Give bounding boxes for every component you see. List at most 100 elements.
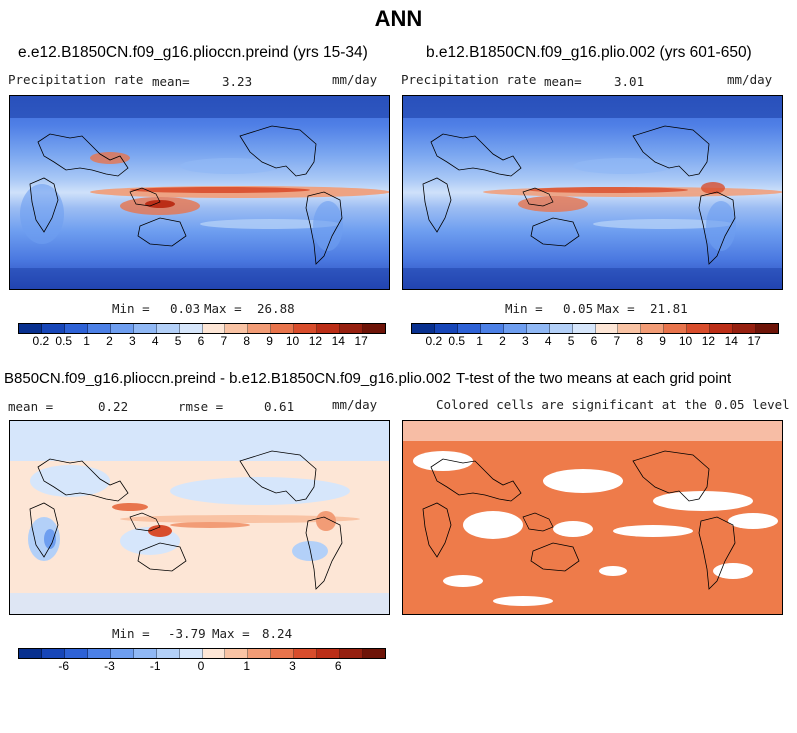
panel-top-right-min-label: Min = [505, 301, 543, 316]
diff-colorbar-swatch [363, 649, 385, 658]
diff-map-bottom-left [9, 420, 390, 615]
diff-colorbar-tick-label: 0 [197, 659, 205, 673]
precip-colorbar-tick-label: 7 [220, 334, 228, 348]
panel-bottom-left-max-value: 8.24 [262, 626, 293, 641]
precip-colorbar-swatch [179, 324, 203, 333]
panel-top-left-units: mm/day [332, 72, 378, 87]
panel-bottom-left-min-value: -3.79 [168, 626, 206, 641]
panel-bottom-left-rmse-value: 0.61 [264, 399, 295, 414]
diff-colorbar-swatch [294, 649, 318, 658]
panel-top-right-max-label: Max = [597, 301, 635, 316]
precip-colorbar-swatch [595, 324, 619, 333]
diff-colorbar-swatch [340, 649, 364, 658]
panel-top-right-mean-value: 3.01 [614, 74, 645, 89]
diff-colorbar-tick-label: 6 [334, 659, 342, 673]
panel-top-left-run-title: e.e12.B1850CN.f09_g16.plioccn.preind (yr… [18, 44, 368, 61]
diff-colorbar-swatch [156, 649, 180, 658]
precip-colorbar-tick-label: 0.2 [32, 334, 50, 348]
precip-colorbar-swatch [412, 324, 435, 333]
precip-colorbar-tick-label: 4 [544, 334, 552, 348]
ttest-map-bottom-right [402, 420, 783, 615]
precip-colorbar-swatch [41, 324, 65, 333]
precip-colorbar-tick-label: 10 [285, 334, 300, 348]
precip-colorbar-swatch [87, 324, 111, 333]
diff-colorbar-swatch [87, 649, 111, 658]
precip-colorbar-tick-label: 1 [476, 334, 483, 348]
precip-colorbar-tick-label: 14 [331, 334, 345, 348]
diff-colorbar-swatch [64, 649, 88, 658]
precip-colorbar-swatch [664, 324, 688, 333]
precip-colorbar-swatch [549, 324, 573, 333]
precip-colorbar-tick-label: 2 [499, 334, 506, 348]
diff-colorbar-tick-label: 3 [289, 659, 296, 673]
precip-colorbar-swatch [317, 324, 341, 333]
panel-top-right-mean-label: mean= [544, 74, 582, 89]
precip-colorbar-tick-label: 1 [83, 334, 90, 348]
precip-colorbar-tick-label: 0.5 [55, 334, 73, 348]
panel-top-right-max-value: 21.81 [650, 301, 688, 316]
precip-colorbar-tick-label: 3 [522, 334, 529, 348]
precip-colorbar-swatch [110, 324, 134, 333]
panel-top-right-min-value: 0.05 [563, 301, 594, 316]
panel-top-left-variable: Precipitation rate [8, 72, 144, 87]
precip-colorbar-swatch [294, 324, 318, 333]
precip-colorbar-swatch [618, 324, 642, 333]
precip-colorbar-tick-label: 12 [701, 334, 716, 348]
diff-colorbar-tick-label: -6 [58, 659, 70, 673]
precip-colorbar-top-right [411, 323, 779, 334]
precip-colorbar-tick-label: 2 [106, 334, 113, 348]
precip-colorbar-tick-label: 7 [613, 334, 621, 348]
precip-colorbar-swatch [572, 324, 596, 333]
precip-colorbar-tick-label: 14 [724, 334, 738, 348]
panel-bottom-left-rmse-label: rmse = [178, 399, 224, 414]
panel-top-right-run-title: b.e12.B1850CN.f09_g16.plio.002 (yrs 601-… [426, 44, 752, 61]
precip-colorbar-tick-label: 10 [678, 334, 693, 348]
precip-colorbar-top-left [18, 323, 386, 334]
diff-colorbar-swatch [19, 649, 42, 658]
precip-colorbar-swatch [19, 324, 42, 333]
panel-top-left-min-label: Min = [112, 301, 150, 316]
precip-colorbar-tick-label: 9 [659, 334, 666, 348]
precip-colorbar-swatch [133, 324, 157, 333]
precip-colorbar-swatch [710, 324, 734, 333]
precip-colorbar-tick-label: 6 [590, 334, 598, 348]
precip-colorbar-swatch [156, 324, 180, 333]
precip-colorbar-tick-label: 17 [747, 334, 761, 348]
precip-colorbar-swatch [733, 324, 757, 333]
precip-colorbar-tick-label: 8 [636, 334, 644, 348]
precip-colorbar-tick-label: 12 [308, 334, 323, 348]
precip-colorbar-tick-label: 3 [129, 334, 136, 348]
diff-colorbar-swatch [248, 649, 272, 658]
precip-colorbar-tick-label: 4 [151, 334, 159, 348]
diff-colorbar-bottom-left [18, 648, 386, 659]
diff-colorbar-swatch [110, 649, 134, 658]
precip-colorbar-swatch [64, 324, 88, 333]
panel-bottom-left-mean-label: mean = [8, 399, 54, 414]
precip-colorbar-swatch [225, 324, 249, 333]
precip-colorbar-tick-label: 17 [354, 334, 368, 348]
precip-colorbar-tick-label: 5 [174, 334, 182, 348]
precip-colorbar-swatch [271, 324, 295, 333]
panel-top-left-min-value: 0.03 [170, 301, 201, 316]
precip-map-top-right [402, 95, 783, 290]
diff-colorbar-tick-label: -1 [149, 659, 161, 673]
panel-bottom-left-min-label: Min = [112, 626, 150, 641]
diff-colorbar-swatch [225, 649, 249, 658]
precip-colorbar-tick-label: 0.2 [425, 334, 443, 348]
diff-colorbar-swatch [317, 649, 341, 658]
diff-colorbar-swatch [41, 649, 65, 658]
diff-colorbar-swatch [202, 649, 226, 658]
precip-colorbar-swatch [526, 324, 550, 333]
precip-colorbar-tick-label: 8 [243, 334, 251, 348]
precip-colorbar-tick-label: 0.5 [448, 334, 466, 348]
precip-colorbar-swatch [503, 324, 527, 333]
precip-colorbar-swatch [687, 324, 711, 333]
panel-bottom-right-subtitle: Colored cells are significant at the 0.0… [436, 397, 790, 412]
diff-colorbar-tick-label: -3 [104, 659, 115, 673]
panel-top-right-units: mm/day [727, 72, 773, 87]
panel-bottom-left-units: mm/day [332, 397, 378, 412]
panel-top-right-variable: Precipitation rate [401, 72, 537, 87]
precip-colorbar-swatch [340, 324, 364, 333]
precip-colorbar-swatch [457, 324, 481, 333]
precip-colorbar-swatch [480, 324, 504, 333]
